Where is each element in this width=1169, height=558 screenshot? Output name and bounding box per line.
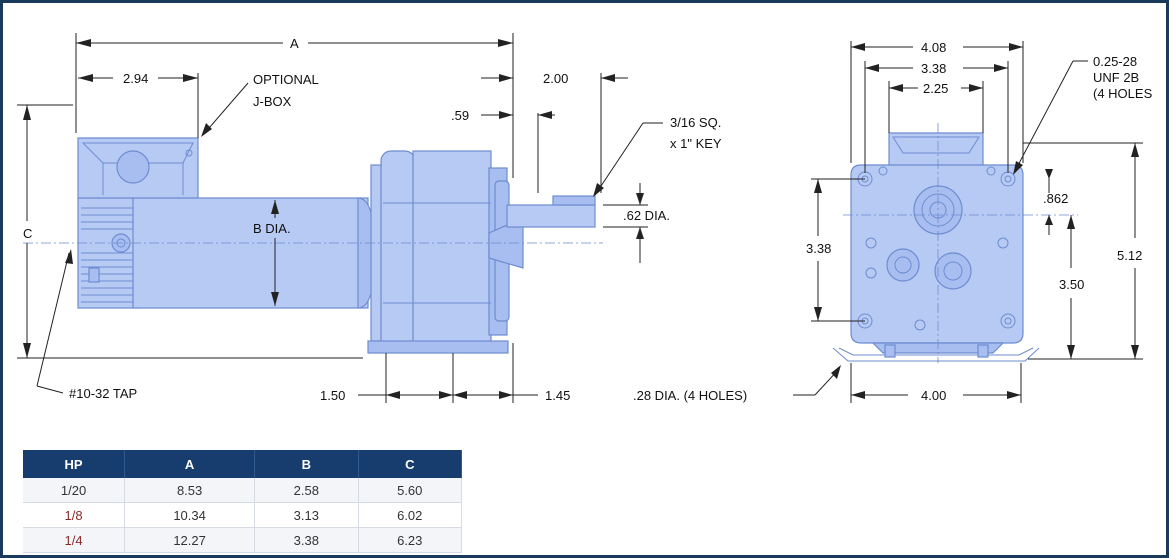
- dim-150-label: 1.50: [320, 388, 345, 403]
- key-label: 3/16 SQ.: [670, 115, 721, 130]
- dim-408-label: 4.08: [921, 40, 946, 55]
- table-cell-hp: 1/8: [23, 502, 126, 528]
- dim-200-label: 2.00: [543, 71, 568, 86]
- thread-label-3: (4 HOLES: [1093, 86, 1153, 101]
- table-cell-hp: 1/20: [23, 478, 126, 503]
- j-box-knockout: [116, 150, 150, 184]
- dim-338-top-label: 3.38: [921, 61, 946, 76]
- thread-label-2: UNF 2B: [1093, 70, 1139, 85]
- shaft-key: [552, 195, 596, 206]
- motor-body: [132, 197, 369, 309]
- b-dia-label: B DIA.: [253, 221, 291, 236]
- end-housing: [850, 164, 1024, 344]
- gearbox-housing: [412, 150, 492, 350]
- shaft-dia-label: .62 DIA.: [623, 208, 670, 223]
- column-header-hp: HP: [23, 450, 126, 478]
- side-view-motor: [23, 137, 603, 354]
- table-cell-b: 3.38: [254, 527, 359, 553]
- table-row: 1/20 8.53 2.58 5.60: [23, 478, 463, 503]
- dim-338-left-label: 3.38: [806, 241, 831, 256]
- dim-145-label: 1.45: [545, 388, 570, 403]
- tap-label: #10-32 TAP: [69, 386, 137, 401]
- gearbox-front: [380, 150, 416, 352]
- output-shaft: [506, 204, 596, 228]
- thread-label: 0.25-28: [1093, 54, 1137, 69]
- column-header-c: C: [358, 450, 463, 478]
- table-cell-a: 8.53: [124, 478, 256, 503]
- optional-jbox-label-2: J-BOX: [253, 94, 292, 109]
- table-cell-c: 6.02: [358, 502, 463, 528]
- tap-boss: [88, 267, 100, 283]
- table-cell-a: 10.34: [124, 502, 256, 528]
- table-cell-c: 6.23: [358, 527, 463, 553]
- table-header-row: HP A B C: [23, 450, 463, 478]
- dim-a-label: A: [290, 36, 299, 51]
- table-row: 1/8 10.34 3.13 6.02: [23, 502, 463, 528]
- key-label-2: x 1" KEY: [670, 136, 722, 151]
- table-cell-b: 2.58: [254, 478, 359, 503]
- dim-c-label: C: [23, 226, 32, 241]
- dim-225-label: 2.25: [923, 81, 948, 96]
- mounting-base: [367, 340, 509, 354]
- side-view-dimensions: [17, 33, 663, 403]
- dim-400-label: 4.00: [921, 388, 946, 403]
- dim-294-label: 2.94: [123, 71, 148, 86]
- optional-jbox-label: OPTIONAL: [253, 72, 319, 87]
- dimension-drawing: A 2.94 OPTIONAL J-BOX C B DIA. .59 2.00 …: [17, 33, 1153, 403]
- column-header-a: A: [124, 450, 256, 478]
- table-cell-b: 3.13: [254, 502, 359, 528]
- column-header-b: B: [254, 450, 359, 478]
- dim-0862-label: .862: [1043, 191, 1068, 206]
- spec-table: HP A B C 1/20 8.53 2.58 5.60 1/8 10.34 3…: [23, 450, 463, 553]
- dim-350-label: 3.50: [1059, 277, 1084, 292]
- end-view-motor: [832, 123, 1078, 363]
- dim-512-label: 5.12: [1117, 248, 1142, 263]
- mount-holes-label: .28 DIA. (4 HOLES): [633, 388, 747, 403]
- end-view-dimensions: [793, 41, 1143, 403]
- table-cell-a: 12.27: [124, 527, 256, 553]
- table-cell-hp: 1/4: [23, 527, 126, 553]
- dim-059-label: .59: [451, 108, 469, 123]
- table-row: 1/4 12.27 3.38 6.23: [23, 527, 463, 553]
- table-cell-c: 5.60: [358, 478, 463, 503]
